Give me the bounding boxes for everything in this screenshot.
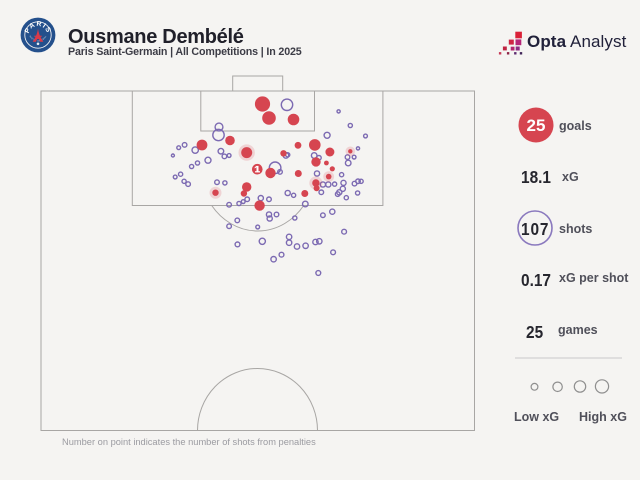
svg-text:25: 25 [527,116,546,135]
svg-text:PARIS: PARIS [24,21,52,35]
